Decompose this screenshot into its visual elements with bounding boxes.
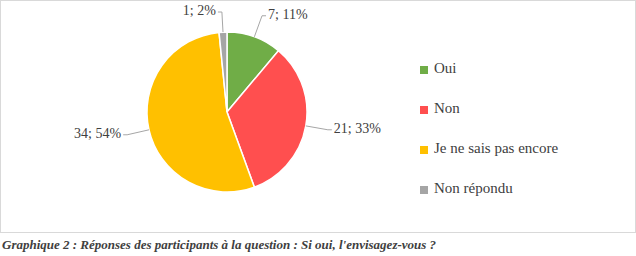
legend-item: Non répondu — [420, 180, 513, 196]
data-labels: 7; 11% 21; 33% 34; 54% 1; 2% — [74, 3, 381, 141]
chart-frame — [1, 1, 636, 233]
leader-line — [254, 16, 266, 37]
legend-label: Non répondu — [434, 180, 513, 196]
legend-item: Je ne sais pas encore — [420, 140, 558, 156]
legend-swatch — [420, 106, 428, 114]
legend-swatch — [420, 66, 428, 74]
legend-label: Non — [434, 100, 460, 116]
data-label: 34; 54% — [74, 126, 121, 141]
chart: 7; 11% 21; 33% 34; 54% 1; 2% Oui Non Je ne sai… — [0, 0, 636, 256]
leader-line — [306, 126, 332, 130]
legend-item: Oui — [420, 60, 457, 76]
data-label: 7; 11% — [268, 7, 308, 22]
pie-slice — [147, 32, 254, 192]
pie-slice — [219, 32, 227, 112]
leader-line — [218, 12, 223, 32]
caption: Graphique 2 : Réponses des participants … — [2, 237, 437, 252]
data-label: 1; 2% — [183, 3, 216, 18]
legend: Oui Non Je ne sais pas encore Non répondu — [420, 60, 558, 196]
legend-item: Non — [420, 100, 460, 116]
legend-label: Je ne sais pas encore — [434, 140, 558, 156]
leader-line — [123, 130, 149, 135]
legend-label: Oui — [434, 60, 457, 76]
data-label: 21; 33% — [334, 121, 381, 136]
pie — [147, 32, 307, 192]
legend-swatch — [420, 146, 428, 154]
legend-swatch — [420, 186, 428, 194]
